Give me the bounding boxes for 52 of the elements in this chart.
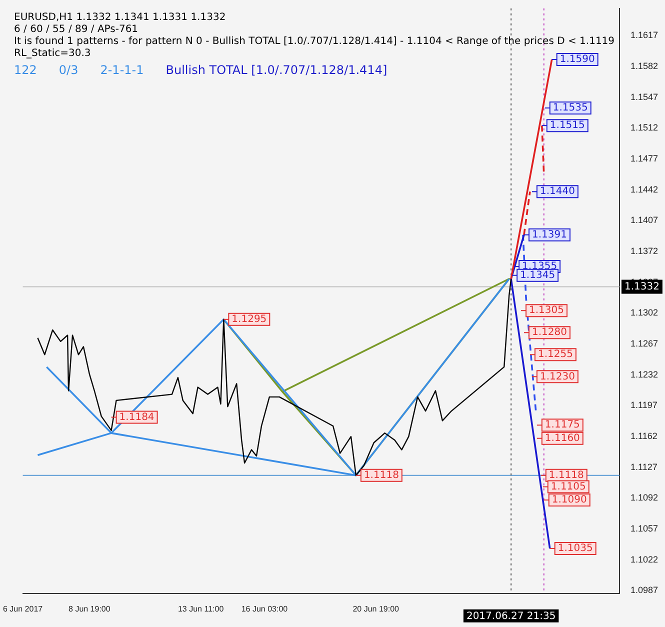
y-tick-label: 1.1092 [630,492,658,503]
annotation: 1.1305 [529,305,564,316]
annotation: 1.1391 [532,229,568,240]
annotation: 1.1090 [552,494,587,506]
y-tick-label: 1.1302 [630,308,658,318]
y-tick-label: 1.1407 [630,215,658,226]
text: 2017.06.27 21:35 [466,610,556,622]
annotation: 2-1-1-1 [100,63,144,77]
chart-title: EURUSD,H1 1.1332 1.1341 1.1331 1.1332 [14,12,227,24]
annotation: RL_Static=30.3 [14,48,91,59]
text: 6 / 60 / 55 / 89 / APs-761 [14,24,140,36]
annotation: 1.1230 [540,371,575,382]
annotation: 1.1535 [552,102,588,114]
y-tick-label: 1.1197 [630,400,658,410]
y-tick-label: 1.1127 [630,462,658,472]
y-tick-label: 1.0987 [630,585,658,596]
y-tick-label: 1.1232 [630,369,658,380]
annotation: 1.1295 [232,314,267,325]
x-tick-label: 6 Jun 2017 [3,604,44,614]
y-tick-label: 1.1617 [630,30,658,40]
y-tick-label: 1.1477 [630,154,658,164]
x-tick-label: 20 Jun 19:00 [352,604,400,614]
y-tick-label: 1.1372 [630,246,658,256]
annotation: 1.1255 [538,349,573,360]
annotation: 1.1280 [532,327,568,338]
annotation: 1.1345 [520,270,556,281]
annotation: 1.1160 [544,432,580,444]
annotation: 1.1035 [558,543,593,554]
annotation: Bullish TOTAL [1.0/.707/1.128/1.414] [166,63,388,77]
annotation: 1.1590 [560,54,595,66]
ref-line-label: 1.1332 [624,281,660,292]
y-tick-label: 1.1512 [630,122,658,133]
annotation: 1.1118 [548,470,584,481]
y-tick-label: 1.1022 [630,554,658,564]
y-tick-label: 1.1162 [630,431,658,442]
annotation: 1.1184 [119,412,154,423]
x-tick-label: 8 Jun 19:00 [68,604,111,614]
annotation: 1.1440 [540,186,575,198]
x-tick-label: 13 Jun 11:00 [178,604,224,614]
x-tick-label: 16 Jun 03:00 [241,604,288,614]
y-tick-label: 1.1057 [630,524,658,534]
annotation: It is found 1 patterns - for pattern N 0 - Bullish TOTAL [1.0/.707/1.128/1.414] - 1.1104 < Range of the prices D < 1.1119 [14,36,615,48]
annotation: 122 [14,63,37,77]
annotation: 1.1175 [544,420,580,431]
annotation: 1.1105 [550,481,586,492]
y-tick-label: 1.1267 [630,338,658,349]
annotation: 1.1118 [364,470,399,481]
y-tick-label: 1.1547 [630,92,658,102]
annotation: 0/3 [58,63,78,77]
y-tick-label: 1.1442 [630,184,658,194]
annotation: 1.1515 [550,120,585,132]
y-tick-label: 1.1582 [630,61,658,72]
